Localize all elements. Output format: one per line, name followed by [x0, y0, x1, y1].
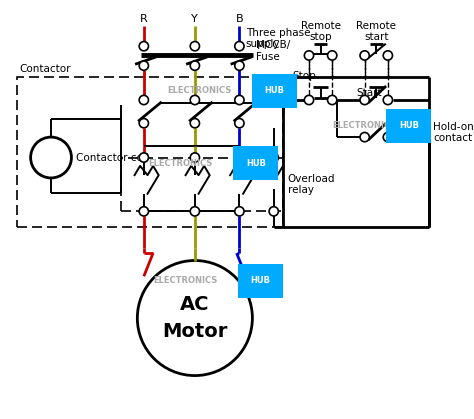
Circle shape — [190, 207, 200, 216]
Circle shape — [304, 96, 314, 105]
Text: Overload
relay: Overload relay — [288, 173, 335, 195]
Text: Hold-on
contact: Hold-on contact — [433, 122, 474, 143]
Text: Remote
stop: Remote stop — [301, 21, 341, 42]
Circle shape — [137, 261, 252, 375]
Circle shape — [235, 119, 244, 128]
Circle shape — [383, 51, 392, 60]
Text: Contactor: Contactor — [19, 64, 71, 74]
Text: Three phase
supply: Three phase supply — [246, 28, 310, 49]
Bar — [17, 77, 283, 227]
Circle shape — [190, 119, 200, 128]
Circle shape — [235, 61, 244, 70]
Circle shape — [328, 51, 337, 60]
Text: HUB: HUB — [246, 158, 266, 168]
Text: HUB: HUB — [399, 122, 419, 130]
Text: ELECTRONICS: ELECTRONICS — [148, 158, 213, 168]
Circle shape — [139, 61, 148, 70]
Text: HUB: HUB — [264, 86, 284, 95]
Circle shape — [31, 137, 72, 178]
Circle shape — [139, 207, 148, 216]
Circle shape — [139, 41, 148, 51]
Text: Contactor coil: Contactor coil — [76, 153, 149, 163]
Circle shape — [235, 41, 244, 51]
Text: ELECTRONICS: ELECTRONICS — [167, 86, 231, 95]
Text: Motor: Motor — [162, 323, 228, 341]
Text: AC: AC — [180, 295, 210, 314]
Text: Start: Start — [356, 88, 382, 98]
Text: Remote
start: Remote start — [356, 21, 396, 42]
Circle shape — [235, 153, 244, 162]
Circle shape — [360, 132, 369, 142]
Circle shape — [304, 51, 314, 60]
Text: B: B — [236, 14, 243, 24]
Circle shape — [139, 96, 148, 105]
Circle shape — [269, 207, 278, 216]
Text: R: R — [140, 14, 148, 24]
Circle shape — [383, 96, 392, 105]
Text: MCCB/
Fuse: MCCB/ Fuse — [256, 40, 291, 62]
Circle shape — [328, 96, 337, 105]
Circle shape — [139, 119, 148, 128]
Circle shape — [360, 51, 369, 60]
Circle shape — [139, 153, 148, 162]
Circle shape — [269, 153, 278, 162]
Circle shape — [360, 96, 369, 105]
Text: HUB: HUB — [251, 277, 271, 285]
Circle shape — [383, 132, 392, 142]
Text: Y: Y — [191, 14, 198, 24]
Circle shape — [190, 153, 200, 162]
Text: ELECTRONICS: ELECTRONICS — [332, 122, 396, 130]
Circle shape — [190, 96, 200, 105]
Text: ELECTRONICS: ELECTRONICS — [153, 277, 218, 285]
Text: Stop: Stop — [292, 71, 316, 81]
Circle shape — [190, 61, 200, 70]
Circle shape — [235, 207, 244, 216]
Circle shape — [235, 96, 244, 105]
Bar — [120, 158, 283, 211]
Circle shape — [190, 41, 200, 51]
